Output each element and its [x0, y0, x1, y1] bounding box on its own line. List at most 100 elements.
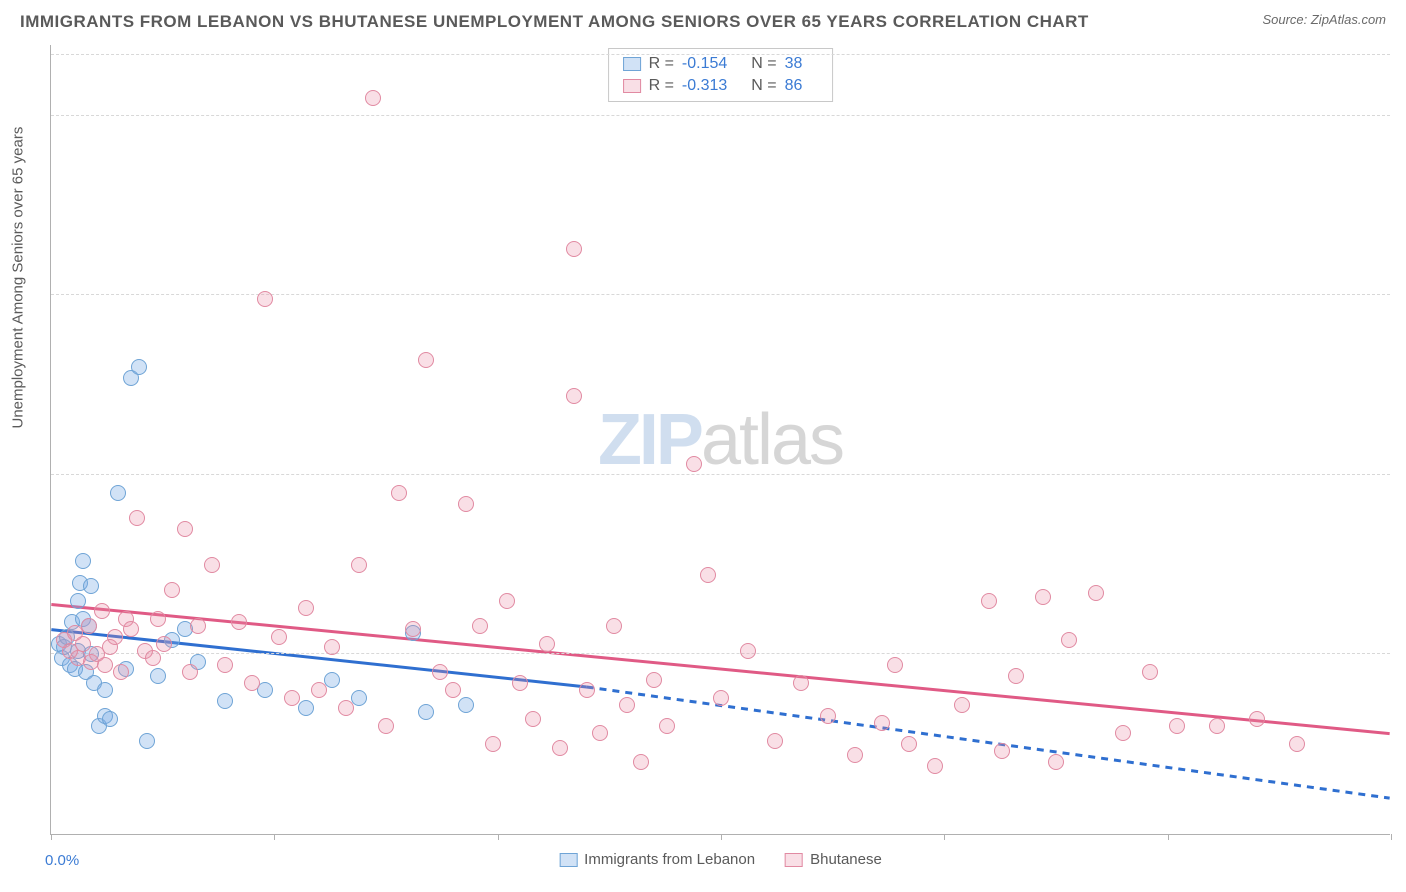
- data-point-bhutanese: [1048, 754, 1064, 770]
- data-point-bhutanese: [418, 352, 434, 368]
- data-point-bhutanese: [324, 639, 340, 655]
- data-point-bhutanese: [767, 733, 783, 749]
- data-point-bhutanese: [156, 636, 172, 652]
- trend-lines: [51, 45, 1390, 834]
- data-point-bhutanese: [123, 621, 139, 637]
- data-point-bhutanese: [552, 740, 568, 756]
- gridline: [51, 115, 1390, 116]
- x-axis-min-label: 0.0%: [45, 852, 79, 869]
- data-point-bhutanese: [405, 621, 421, 637]
- y-tick-label: 15.0%: [1395, 270, 1406, 287]
- r-label: R =: [649, 75, 674, 97]
- data-point-bhutanese: [981, 593, 997, 609]
- data-point-bhutanese: [164, 582, 180, 598]
- gridline: [51, 474, 1390, 475]
- data-point-lebanon: [97, 682, 113, 698]
- x-tick: [944, 834, 945, 840]
- data-point-bhutanese: [713, 690, 729, 706]
- data-point-bhutanese: [284, 690, 300, 706]
- data-point-bhutanese: [391, 485, 407, 501]
- data-point-bhutanese: [566, 241, 582, 257]
- swatch-bhutanese: [785, 853, 803, 867]
- data-point-lebanon: [70, 593, 86, 609]
- data-point-bhutanese: [177, 521, 193, 537]
- data-point-bhutanese: [659, 718, 675, 734]
- data-point-bhutanese: [499, 593, 515, 609]
- data-point-bhutanese: [954, 697, 970, 713]
- swatch-lebanon: [623, 57, 641, 71]
- data-point-bhutanese: [311, 682, 327, 698]
- data-point-bhutanese: [1142, 664, 1158, 680]
- data-point-bhutanese: [820, 708, 836, 724]
- data-point-lebanon: [75, 553, 91, 569]
- r-value-bhutanese: -0.313: [682, 75, 727, 97]
- data-point-lebanon: [150, 668, 166, 684]
- data-point-bhutanese: [887, 657, 903, 673]
- n-label: N =: [751, 53, 776, 75]
- data-point-lebanon: [458, 697, 474, 713]
- chart-title: IMMIGRANTS FROM LEBANON VS BHUTANESE UNE…: [20, 12, 1089, 32]
- data-point-bhutanese: [150, 611, 166, 627]
- y-tick-label: 10.0%: [1395, 449, 1406, 466]
- swatch-bhutanese: [623, 79, 641, 93]
- data-point-bhutanese: [847, 747, 863, 763]
- watermark: ZIPatlas: [598, 399, 843, 481]
- data-point-lebanon: [83, 578, 99, 594]
- x-tick: [1391, 834, 1392, 840]
- x-tick: [1168, 834, 1169, 840]
- x-tick: [51, 834, 52, 840]
- data-point-bhutanese: [619, 697, 635, 713]
- x-tick: [721, 834, 722, 840]
- data-point-bhutanese: [445, 682, 461, 698]
- data-point-bhutanese: [472, 618, 488, 634]
- data-point-bhutanese: [338, 700, 354, 716]
- legend-label-lebanon: Immigrants from Lebanon: [584, 851, 755, 868]
- y-axis-title: Unemployment Among Seniors over 65 years: [10, 127, 27, 429]
- plot-area: ZIPatlas R = -0.154 N = 38 R = -0.313 N …: [50, 45, 1390, 835]
- data-point-bhutanese: [927, 758, 943, 774]
- data-point-bhutanese: [793, 675, 809, 691]
- data-point-bhutanese: [129, 510, 145, 526]
- data-point-bhutanese: [994, 743, 1010, 759]
- data-point-bhutanese: [217, 657, 233, 673]
- data-point-bhutanese: [204, 557, 220, 573]
- data-point-bhutanese: [646, 672, 662, 688]
- data-point-bhutanese: [1008, 668, 1024, 684]
- n-label: N =: [751, 75, 776, 97]
- data-point-bhutanese: [901, 736, 917, 752]
- data-point-bhutanese: [1209, 718, 1225, 734]
- data-point-lebanon: [351, 690, 367, 706]
- x-tick: [274, 834, 275, 840]
- data-point-lebanon: [324, 672, 340, 688]
- data-point-bhutanese: [378, 718, 394, 734]
- watermark-zip: ZIP: [598, 400, 701, 480]
- data-point-bhutanese: [1169, 718, 1185, 734]
- data-point-bhutanese: [231, 614, 247, 630]
- data-point-bhutanese: [257, 291, 273, 307]
- legend-item-lebanon: Immigrants from Lebanon: [559, 851, 755, 868]
- data-point-bhutanese: [182, 664, 198, 680]
- gridline: [51, 54, 1390, 55]
- watermark-atlas: atlas: [701, 400, 843, 480]
- data-point-bhutanese: [145, 650, 161, 666]
- r-label: R =: [649, 53, 674, 75]
- data-point-bhutanese: [244, 675, 260, 691]
- data-point-lebanon: [298, 700, 314, 716]
- data-point-bhutanese: [485, 736, 501, 752]
- data-point-bhutanese: [113, 664, 129, 680]
- data-point-bhutanese: [271, 629, 287, 645]
- data-point-bhutanese: [1289, 736, 1305, 752]
- data-point-bhutanese: [298, 600, 314, 616]
- data-point-bhutanese: [686, 456, 702, 472]
- data-point-bhutanese: [539, 636, 555, 652]
- data-point-lebanon: [217, 693, 233, 709]
- data-point-bhutanese: [107, 629, 123, 645]
- data-point-bhutanese: [1088, 585, 1104, 601]
- data-point-bhutanese: [525, 711, 541, 727]
- data-point-bhutanese: [81, 618, 97, 634]
- stats-row-lebanon: R = -0.154 N = 38: [623, 53, 819, 75]
- data-point-lebanon: [102, 711, 118, 727]
- stats-row-bhutanese: R = -0.313 N = 86: [623, 75, 819, 97]
- data-point-bhutanese: [97, 657, 113, 673]
- legend-label-bhutanese: Bhutanese: [810, 851, 882, 868]
